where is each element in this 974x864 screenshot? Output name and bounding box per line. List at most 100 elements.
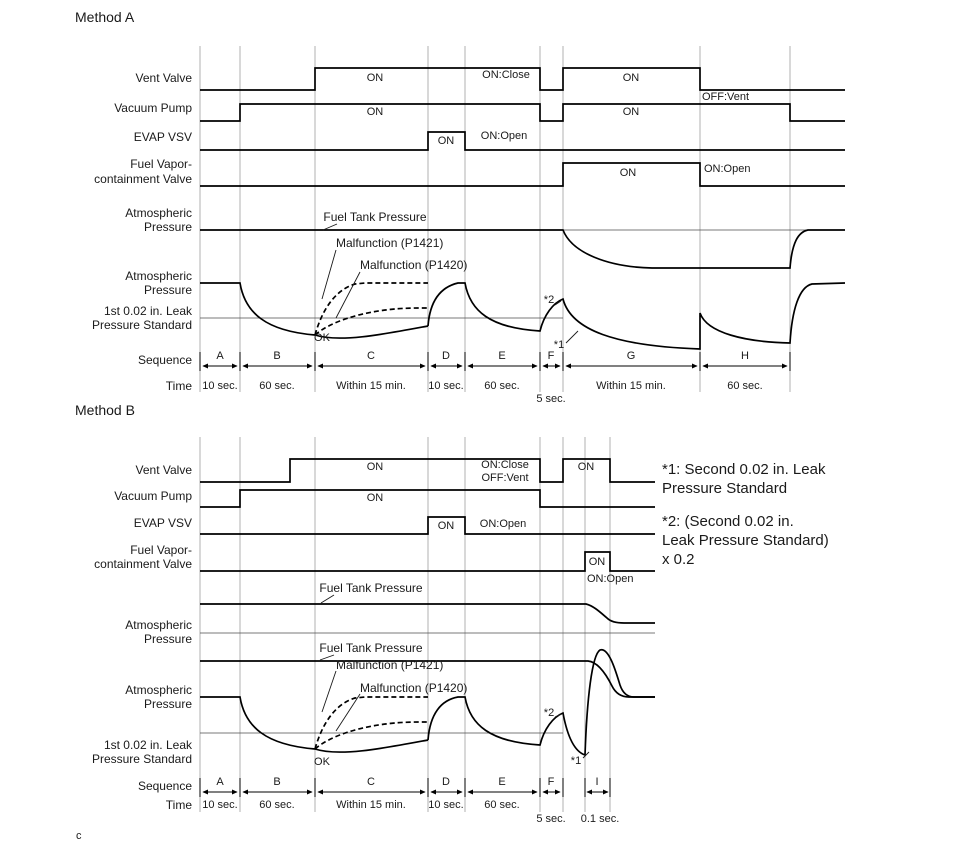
row-label-vent-valve: Vent Valve: [136, 71, 193, 85]
method-a-time-values: 10 sec. 60 sec. Within 15 min. 10 sec. 6…: [202, 380, 762, 405]
fuel-tank-pressure-trace-upper: [200, 603, 655, 624]
time-value: Within 15 min.: [596, 380, 666, 392]
method-b-sequence-letters: A B C D E F I: [216, 776, 598, 788]
pressure-trace-second-check: [427, 282, 846, 350]
sequence-letter-f: F: [548, 350, 555, 362]
vent-valve-on-label-1: ON: [367, 72, 384, 84]
sequence-letter-h: H: [741, 350, 749, 362]
pressure-trace-p1421-branch: [314, 696, 428, 750]
vent-valve-on-close-label: ON:Close: [482, 69, 530, 81]
footnote-2-line2: Leak Pressure Standard): [662, 532, 829, 549]
star1-leader-line: [565, 330, 579, 344]
time-value: 60 sec.: [484, 380, 519, 392]
vent-valve-on-label-2: ON: [578, 461, 595, 473]
time-value: 0.1 sec.: [581, 813, 620, 825]
fvcv-on-label: ON: [620, 167, 637, 179]
row-label-time: Time: [166, 379, 193, 393]
time-value: 5 sec.: [536, 393, 565, 405]
method-a-row-labels: Vent Valve Vacuum Pump EVAP VSV Fuel Vap…: [92, 71, 193, 393]
time-value: 60 sec.: [727, 380, 762, 392]
evap-vsv-waveform: [200, 516, 655, 535]
time-value: 60 sec.: [259, 380, 294, 392]
row-label-atmospheric-2-line1: Atmospheric: [125, 269, 192, 283]
sequence-letter-d: D: [442, 776, 450, 788]
method-a-chart: Method A ON ON:Close ON: [75, 9, 846, 405]
sequence-letter-e: E: [498, 350, 505, 362]
evap-vsv-on-label: ON: [438, 135, 455, 147]
row-label-fvcv-line1: Fuel Vapor-: [130, 543, 192, 557]
vent-valve-off-vent-label: OFF:Vent: [481, 472, 528, 484]
time-value: 10 sec.: [428, 380, 463, 392]
sequence-letter-a: A: [216, 776, 224, 788]
vent-valve-on-close-label: ON:Close: [481, 459, 529, 471]
evap-vsv-on-open-label: ON:Open: [480, 518, 526, 530]
fvcv-on-label: ON: [589, 556, 606, 568]
vacuum-pump-on-label-2: ON: [623, 106, 640, 118]
pressure-trace-ok-branch: [314, 739, 429, 753]
sequence-letter-d: D: [442, 350, 450, 362]
method-a-sequence-letters: A B C D E F G H: [216, 350, 749, 362]
fvcv-on-open-label: ON:Open: [587, 573, 633, 585]
row-label-atmospheric-1-line1: Atmospheric: [125, 206, 192, 220]
vent-valve-waveform: [200, 67, 845, 91]
fuel-tank-pressure-label-lower: Fuel Tank Pressure: [319, 641, 422, 655]
vent-valve-off-vent-label: OFF:Vent: [702, 91, 749, 103]
star2-leader-line: [554, 300, 562, 306]
method-b-title: Method B: [75, 402, 135, 418]
fuel-tank-pressure-label: Fuel Tank Pressure: [323, 210, 426, 224]
vent-valve-on-label-1: ON: [367, 461, 384, 473]
method-b-gridlines: [199, 437, 611, 812]
row-label-evap-vsv: EVAP VSV: [134, 516, 192, 530]
row-label-atmospheric-2-line2: Pressure: [144, 283, 192, 297]
evap-vsv-on-label: ON: [438, 520, 455, 532]
sequence-letter-a: A: [216, 350, 224, 362]
footnotes: *1: Second 0.02 in. Leak Pressure Standa…: [662, 461, 829, 568]
pressure-trace-ok-branch: [314, 325, 429, 339]
row-label-atmospheric-2-line2: Pressure: [144, 697, 192, 711]
star2-label: *2: [544, 707, 554, 719]
fvcv-on-open-label: ON:Open: [704, 163, 750, 175]
time-value: 60 sec.: [259, 799, 294, 811]
row-label-atmospheric-2-line1: Atmospheric: [125, 683, 192, 697]
malfunction-p1420-label: Malfunction (P1420): [360, 681, 467, 695]
star2-leader-line: [554, 713, 562, 718]
row-label-time: Time: [166, 798, 193, 812]
p1421-leader-line: [321, 670, 337, 713]
p1421-leader-line: [321, 249, 337, 300]
vacuum-pump-waveform: [200, 489, 655, 508]
sequence-letter-b: B: [273, 350, 280, 362]
ok-label: OK: [314, 756, 331, 768]
star2-label: *2: [544, 294, 554, 306]
vent-valve-waveform: [200, 458, 655, 483]
sequence-letter-f: F: [548, 776, 555, 788]
fuel-tank-pressure-lower-leader-line: [319, 654, 335, 661]
vacuum-pump-waveform: [200, 103, 845, 122]
malfunction-p1421-label: Malfunction (P1421): [336, 658, 443, 672]
method-b-time-values: 10 sec. 60 sec. Within 15 min. 10 sec. 6…: [202, 799, 619, 825]
malfunction-p1420-label: Malfunction (P1420): [360, 258, 467, 272]
time-value: Within 15 min.: [336, 799, 406, 811]
time-value: 10 sec.: [202, 380, 237, 392]
row-label-evap-vsv: EVAP VSV: [134, 130, 192, 144]
method-b-sequence-ticks: [199, 778, 611, 797]
footnote-1-line1: *1: Second 0.02 in. Leak: [662, 461, 826, 478]
time-value: 60 sec.: [484, 799, 519, 811]
figure-footer-mark: c: [76, 830, 82, 842]
pressure-trace-p1420-branch: [314, 721, 429, 750]
star1-leader-line: [582, 751, 590, 759]
fuel-tank-pressure-upper-leader-line: [320, 594, 335, 604]
fuel-tank-pressure-leader-line: [322, 223, 338, 231]
sequence-letter-e: E: [498, 776, 505, 788]
row-label-vent-valve: Vent Valve: [136, 463, 193, 477]
time-value: 5 sec.: [536, 813, 565, 825]
ok-label: OK: [314, 332, 331, 344]
row-label-vacuum-pump: Vacuum Pump: [114, 489, 192, 503]
sequence-letter-i: I: [595, 776, 598, 788]
malfunction-p1421-label: Malfunction (P1421): [336, 236, 443, 250]
time-value: 10 sec.: [428, 799, 463, 811]
fuel-vapor-containment-valve-waveform: [200, 551, 655, 572]
vent-valve-on-label-2: ON: [623, 72, 640, 84]
footnote-2-line3: x 0.2: [662, 551, 695, 568]
row-label-standard-line1: 1st 0.02 in. Leak: [104, 738, 193, 752]
